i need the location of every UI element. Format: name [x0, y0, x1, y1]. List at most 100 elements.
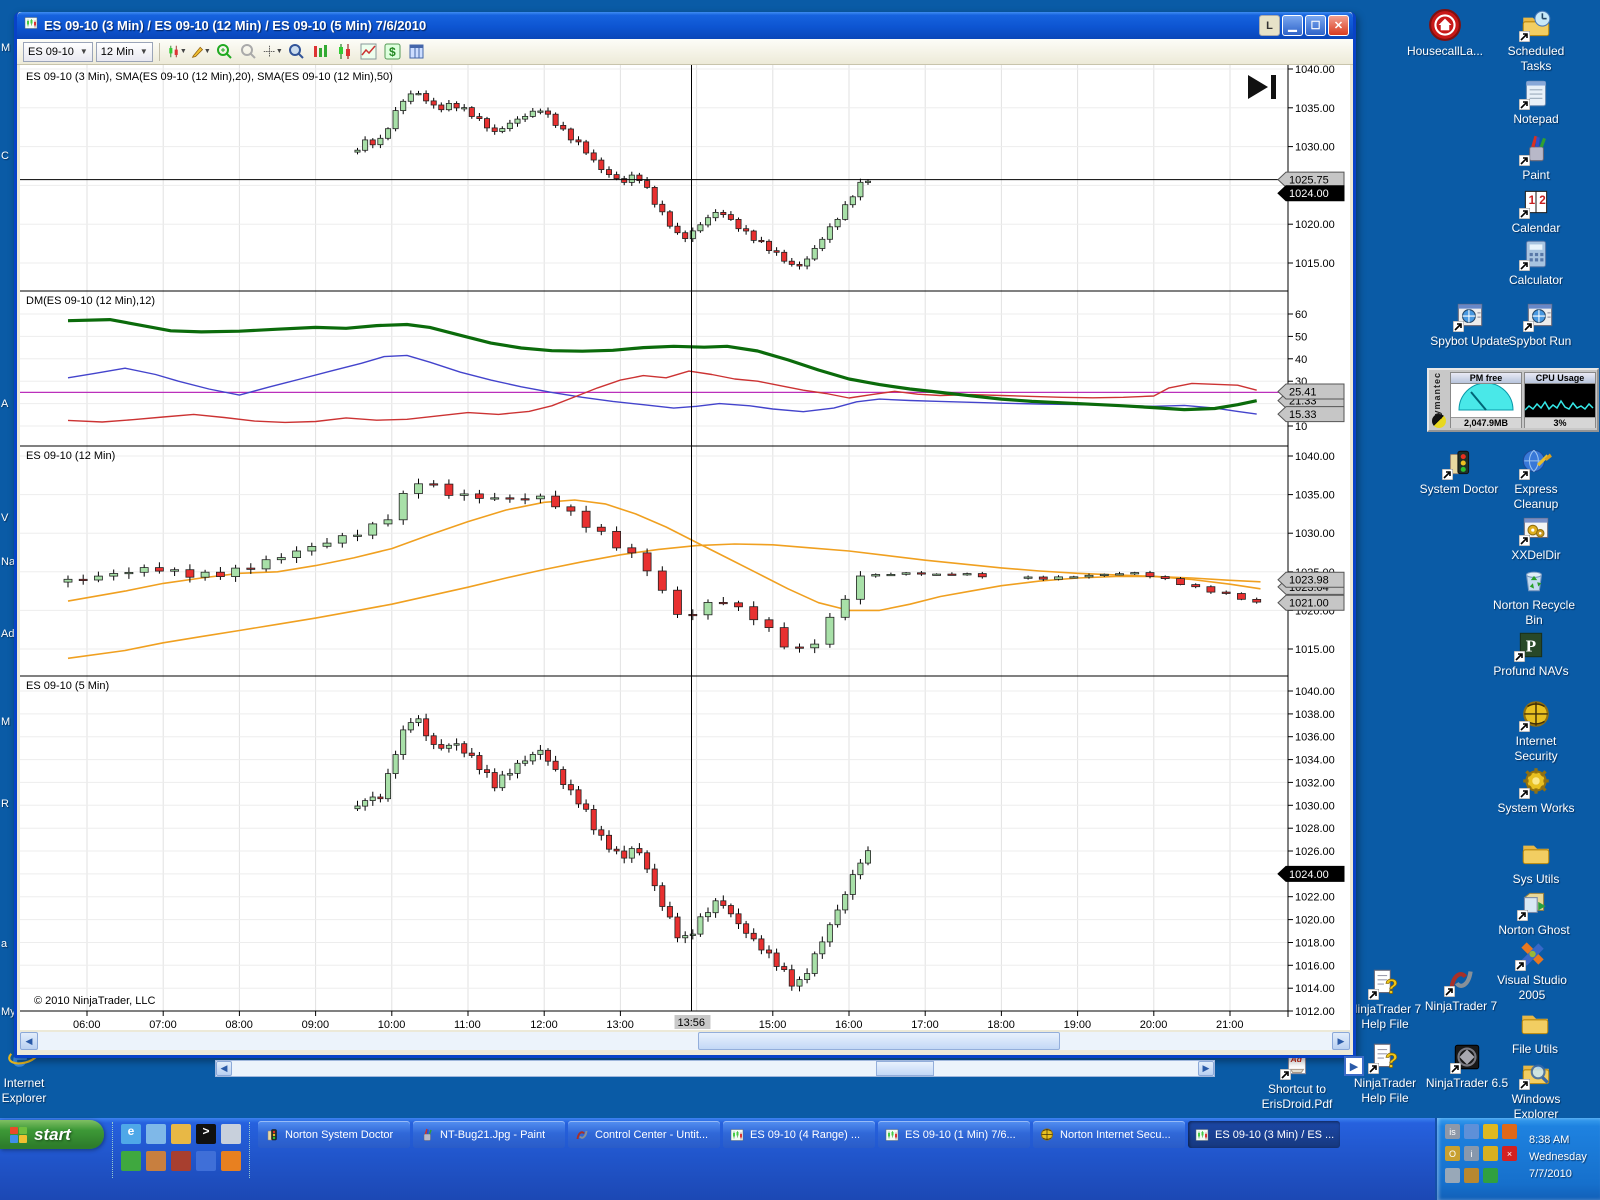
- ql-spybot-icon[interactable]: [121, 1151, 141, 1171]
- scroll-left-button[interactable]: ◀: [20, 1032, 38, 1050]
- zoom-out-button[interactable]: [238, 42, 260, 62]
- vs-icon: [1515, 937, 1549, 971]
- tray-sound-icon[interactable]: [1464, 1168, 1479, 1183]
- interval-dropdown[interactable]: 12 Min ▼: [95, 41, 153, 62]
- link-button[interactable]: L: [1259, 15, 1280, 36]
- left-desktop-icon-label[interactable]: C: [1, 150, 9, 162]
- chart-area[interactable]: 1040.001035.001030.001025.001020.001015.…: [20, 65, 1350, 1030]
- scroll-right-button[interactable]: ▶: [1198, 1061, 1214, 1076]
- scroll-right-button[interactable]: ▶: [1332, 1032, 1350, 1050]
- tray-alert-icon[interactable]: ×: [1502, 1146, 1517, 1161]
- task-es-3min[interactable]: ES 09-10 (3 Min) / ES ...: [1188, 1121, 1340, 1148]
- task-norton-system-doctor[interactable]: Norton System Doctor: [258, 1121, 410, 1148]
- icon-sys-utils[interactable]: Sys Utils: [1493, 836, 1579, 887]
- scroll-right-button[interactable]: ▶: [1344, 1056, 1364, 1076]
- left-desktop-icon-label[interactable]: My: [1, 1006, 16, 1018]
- icon-internet-security[interactable]: Internet Security: [1493, 698, 1579, 764]
- icon-calendar[interactable]: 1 2 Calendar: [1493, 185, 1579, 236]
- tray-system-info-icon[interactable]: i: [1464, 1146, 1479, 1161]
- icon-scheduled-tasks[interactable]: Scheduled Tasks: [1493, 8, 1579, 74]
- norton-system-doctor-widget[interactable]: symantec PM free 2,047.9MB CPU Usage 3%: [1427, 368, 1599, 432]
- icon-nt7-help[interactable]: ? NinjaTrader 7 Help File: [1342, 966, 1428, 1032]
- tray-norton-av-icon[interactable]: [1502, 1124, 1517, 1139]
- close-button[interactable]: ✕: [1328, 15, 1349, 36]
- icon-system-doctor[interactable]: System Doctor: [1416, 446, 1502, 497]
- tray-shield-check-icon[interactable]: [1483, 1124, 1498, 1139]
- tray-volume-icon[interactable]: [1445, 1168, 1460, 1183]
- scrollbar-thumb[interactable]: [876, 1061, 934, 1076]
- background-window-scrollbar[interactable]: ◀ ▶: [215, 1060, 1215, 1077]
- taskbar-clock[interactable]: 8:38 AM Wednesday 7/7/2010: [1529, 1134, 1587, 1181]
- chart-horizontal-scrollbar[interactable]: ◀ ▶: [20, 1032, 1350, 1050]
- icon-ninjatrader65[interactable]: NinjaTrader 6.5: [1424, 1040, 1510, 1091]
- svg-text:1024.00: 1024.00: [1289, 869, 1329, 881]
- ql-cmd-icon[interactable]: >: [196, 1124, 216, 1144]
- minimize-button[interactable]: ▁: [1282, 15, 1303, 36]
- maximize-button[interactable]: ☐: [1305, 15, 1326, 36]
- left-desktop-icon-label[interactable]: Ad: [1, 628, 15, 640]
- panel3-sma-lines: [67, 499, 1261, 660]
- icon-calculator[interactable]: Calculator: [1493, 237, 1579, 288]
- ql-outlook-icon[interactable]: [146, 1124, 166, 1144]
- zoom-in-button[interactable]: [214, 42, 236, 62]
- icon-norton-recycle-bin[interactable]: Norton Recycle Bin: [1491, 562, 1577, 628]
- task-es-1min[interactable]: ES 09-10 (1 Min) 7/6...: [878, 1121, 1030, 1148]
- left-desktop-icon-label[interactable]: R: [1, 798, 9, 810]
- cpu-usage-gauge[interactable]: CPU Usage 3%: [1524, 372, 1596, 428]
- cursor-button[interactable]: ▼: [262, 42, 284, 62]
- data-grid-button[interactable]: [406, 42, 428, 62]
- title-bar[interactable]: ES 09-10 (3 Min) / ES 09-10 (12 Min) / E…: [17, 12, 1353, 39]
- chart-window-button[interactable]: [334, 42, 356, 62]
- tray-is-icon[interactable]: is: [1445, 1124, 1460, 1139]
- icon-system-works[interactable]: System Works: [1493, 765, 1579, 816]
- icon-visual-studio[interactable]: Visual Studio 2005: [1489, 937, 1575, 1003]
- icon-housecall[interactable]: HousecallLa...: [1402, 8, 1488, 59]
- left-desktop-icon-label[interactable]: M: [1, 42, 11, 54]
- ql-folder-icon[interactable]: [171, 1124, 191, 1144]
- market-analyzer-button[interactable]: [310, 42, 332, 62]
- tray-eject-icon[interactable]: [1483, 1168, 1498, 1183]
- task-es-4range[interactable]: ES 09-10 (4 Range) ...: [723, 1121, 875, 1148]
- ql-document-icon[interactable]: [221, 1124, 241, 1144]
- chart-style-button[interactable]: ▼: [166, 42, 188, 62]
- instrument-dropdown[interactable]: ES 09-10 ▼: [23, 41, 93, 62]
- svg-text:1030.00: 1030.00: [1295, 528, 1335, 540]
- ql-paint-icon[interactable]: [146, 1151, 166, 1171]
- left-desktop-icon-label[interactable]: A: [1, 398, 9, 410]
- icon-profund-navs[interactable]: P Profund NAVs: [1488, 628, 1574, 679]
- icon-windows-explorer[interactable]: Windows Explorer: [1493, 1056, 1579, 1122]
- ql-tool-icon[interactable]: [171, 1151, 191, 1171]
- account-button[interactable]: $: [382, 42, 404, 62]
- icon-notepad[interactable]: Notepad: [1493, 76, 1579, 127]
- scrollbar-thumb[interactable]: [697, 1032, 1061, 1050]
- icon-paint[interactable]: Paint: [1493, 132, 1579, 183]
- icon-nt-help[interactable]: ? NinjaTrader Help File: [1342, 1040, 1428, 1106]
- paint-icon: [419, 1127, 435, 1143]
- tray-search-icon[interactable]: [1464, 1124, 1479, 1139]
- icon-express-cleanup[interactable]: Express Cleanup: [1493, 446, 1579, 512]
- left-desktop-icon-label[interactable]: M: [1, 716, 11, 728]
- icon-xxdeldir[interactable]: XXDelDir: [1493, 512, 1579, 563]
- icon-spybot-update[interactable]: Spybot Update: [1427, 298, 1513, 349]
- ql-internet-explorer-icon[interactable]: e: [121, 1124, 141, 1144]
- task-norton-security[interactable]: Norton Internet Secu...: [1033, 1121, 1185, 1148]
- left-desktop-icon-label[interactable]: a: [1, 938, 8, 950]
- ql-vlc-icon[interactable]: [221, 1151, 241, 1171]
- scroll-left-button[interactable]: ◀: [216, 1061, 232, 1076]
- left-desktop-icon-label[interactable]: Na: [1, 556, 16, 568]
- ql-media-player-icon[interactable]: [196, 1151, 216, 1171]
- pm-free-gauge[interactable]: PM free 2,047.9MB: [1450, 372, 1522, 428]
- task-control-center[interactable]: Control Center - Untit...: [568, 1121, 720, 1148]
- icon-file-utils[interactable]: File Utils: [1492, 1006, 1578, 1057]
- icon-norton-ghost[interactable]: Norton Ghost: [1491, 887, 1577, 938]
- start-button[interactable]: start: [0, 1120, 104, 1149]
- indicator-button[interactable]: [358, 42, 380, 62]
- left-desktop-icon-label[interactable]: V: [1, 512, 9, 524]
- icon-ninjatrader7[interactable]: NinjaTrader 7: [1418, 963, 1504, 1014]
- magnifier-button[interactable]: [286, 42, 308, 62]
- icon-spybot-run[interactable]: Spybot Run: [1497, 298, 1583, 349]
- draw-button[interactable]: ▼: [190, 42, 212, 62]
- tray-gear-icon[interactable]: [1483, 1146, 1498, 1161]
- task-paint[interactable]: NT-Bug21.Jpg - Paint: [413, 1121, 565, 1148]
- tray-ring-icon[interactable]: O: [1445, 1146, 1460, 1161]
